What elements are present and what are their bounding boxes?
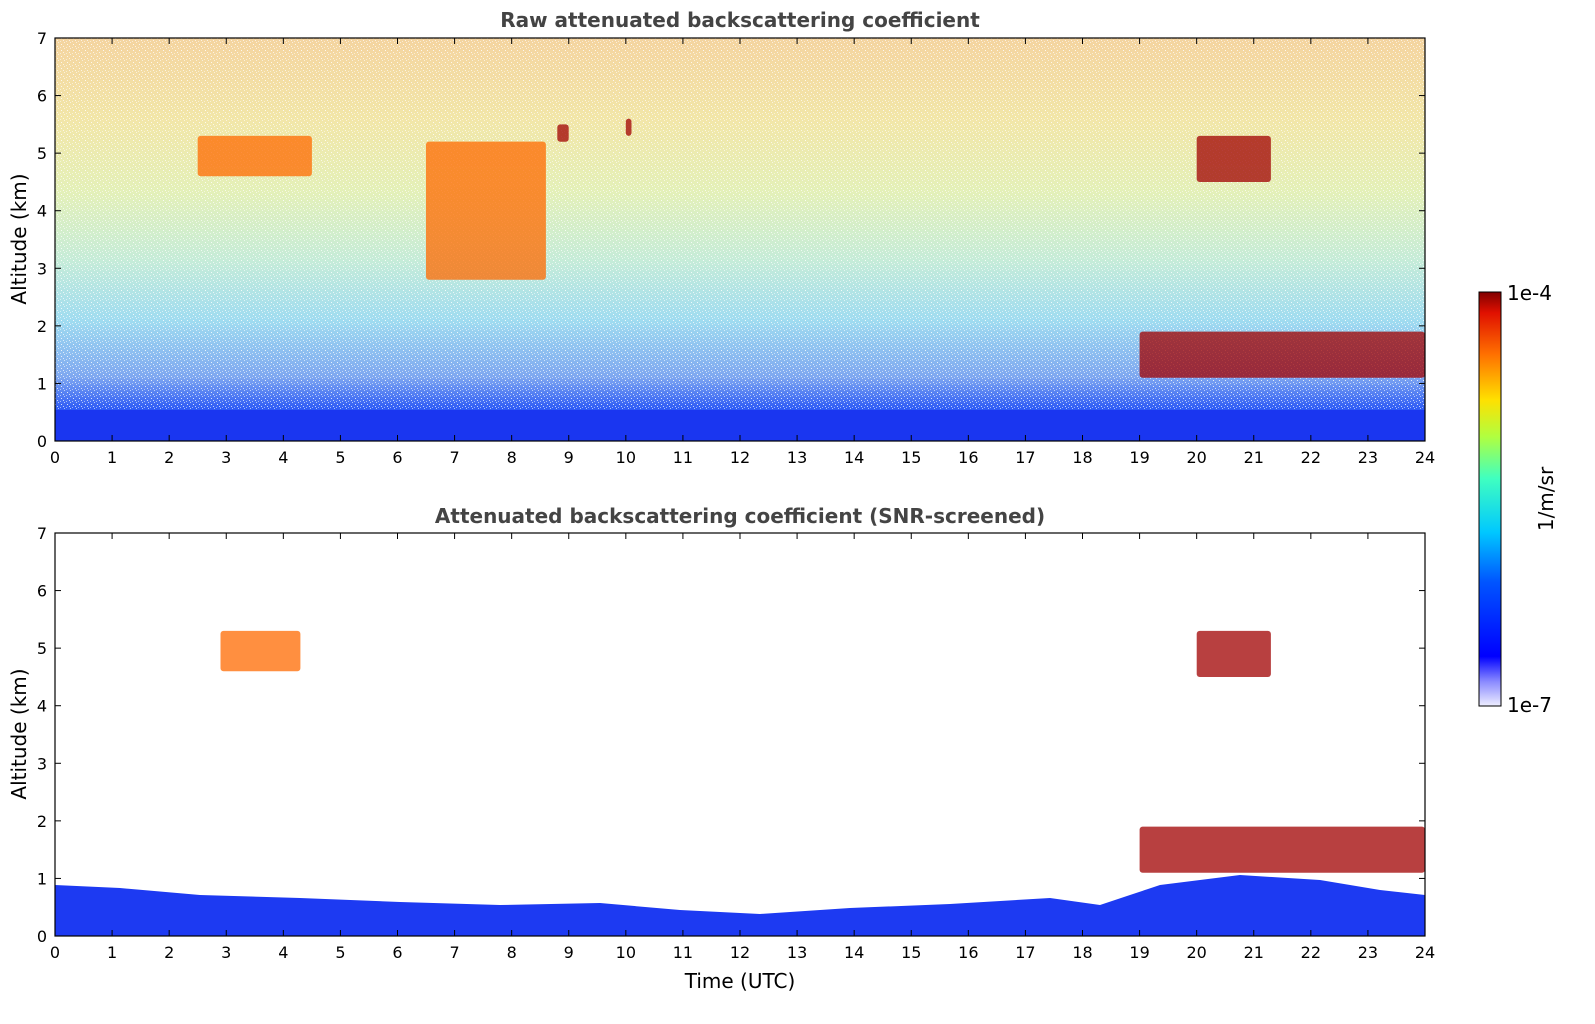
screened-y-axis-label: Altitude (km) bbox=[7, 668, 31, 799]
feature-small-cloud-3 bbox=[557, 124, 569, 142]
y-tick-label: 7 bbox=[37, 524, 47, 543]
x-tick-label: 18 bbox=[1072, 448, 1092, 467]
raw-panel-title: Raw attenuated backscattering coefficien… bbox=[500, 8, 980, 32]
x-tick-label: 6 bbox=[392, 943, 402, 962]
raw-y-axis-label: Altitude (km) bbox=[7, 173, 31, 304]
screened-background bbox=[55, 533, 1425, 936]
x-tick-label: 14 bbox=[844, 943, 864, 962]
x-tick-label: 20 bbox=[1186, 448, 1206, 467]
x-tick-label: 16 bbox=[958, 943, 978, 962]
feature-mid-level-cloud-2 bbox=[1196, 630, 1271, 677]
x-tick-label: 18 bbox=[1072, 943, 1092, 962]
x-tick-label: 13 bbox=[787, 448, 807, 467]
x-tick-label: 4 bbox=[278, 448, 288, 467]
screened-panel: Attenuated backscattering coefficient (S… bbox=[7, 504, 1435, 993]
feature-cirrus-cloud-1 bbox=[220, 630, 301, 672]
x-tick-label: 23 bbox=[1358, 943, 1378, 962]
x-tick-label: 13 bbox=[787, 943, 807, 962]
x-tick-label: 3 bbox=[221, 943, 231, 962]
colorbar-min-label: 1e-7 bbox=[1507, 693, 1552, 717]
x-tick-label: 16 bbox=[958, 448, 978, 467]
y-tick-label: 5 bbox=[37, 639, 47, 658]
x-tick-label: 5 bbox=[335, 943, 345, 962]
colorbar-gradient bbox=[1478, 291, 1502, 707]
x-tick-label: 24 bbox=[1415, 943, 1435, 962]
x-tick-label: 10 bbox=[616, 448, 636, 467]
x-tick-label: 19 bbox=[1129, 943, 1149, 962]
x-tick-label: 10 bbox=[616, 943, 636, 962]
feature-boundary-layer-top-cloud-6 bbox=[1139, 331, 1425, 378]
x-tick-label: 17 bbox=[1015, 448, 1035, 467]
x-tick-label: 0 bbox=[50, 943, 60, 962]
x-tick-label: 11 bbox=[673, 943, 693, 962]
x-tick-label: 1 bbox=[107, 448, 117, 467]
feature-mid-level-cloud-5 bbox=[1196, 135, 1271, 182]
y-tick-label: 2 bbox=[37, 812, 47, 831]
feature-cirrus-cloud-1 bbox=[197, 135, 312, 177]
x-tick-label: 19 bbox=[1129, 448, 1149, 467]
y-tick-label: 5 bbox=[37, 144, 47, 163]
x-tick-label: 8 bbox=[507, 448, 517, 467]
raw-panel: Raw attenuated backscattering coefficien… bbox=[7, 8, 1435, 467]
y-tick-label: 1 bbox=[37, 869, 47, 888]
colorbar-label: 1/m/sr bbox=[1534, 466, 1558, 531]
x-tick-label: 1 bbox=[107, 943, 117, 962]
colorbar: 1e-4 1e-7 1/m/sr bbox=[1478, 281, 1558, 717]
x-tick-label: 21 bbox=[1244, 943, 1264, 962]
screened-x-axis-label: Time (UTC) bbox=[684, 969, 796, 993]
x-tick-label: 4 bbox=[278, 943, 288, 962]
y-tick-label: 4 bbox=[37, 202, 47, 221]
raw-noise bbox=[55, 38, 1425, 441]
y-tick-label: 1 bbox=[37, 374, 47, 393]
screened-heatmap bbox=[55, 533, 1425, 936]
x-tick-label: 12 bbox=[730, 448, 750, 467]
x-tick-label: 14 bbox=[844, 448, 864, 467]
x-tick-label: 2 bbox=[164, 448, 174, 467]
y-tick-label: 0 bbox=[37, 432, 47, 451]
x-tick-label: 7 bbox=[449, 448, 459, 467]
y-tick-label: 6 bbox=[37, 582, 47, 601]
x-tick-label: 21 bbox=[1244, 448, 1264, 467]
x-tick-label: 2 bbox=[164, 943, 174, 962]
raw-heatmap bbox=[55, 38, 1425, 441]
x-tick-label: 24 bbox=[1415, 448, 1435, 467]
x-tick-label: 9 bbox=[564, 943, 574, 962]
y-tick-label: 2 bbox=[37, 317, 47, 336]
feature-small-cloud-4 bbox=[625, 118, 632, 136]
x-tick-label: 15 bbox=[901, 943, 921, 962]
feature-boundary-layer-top-cloud-3 bbox=[1139, 826, 1425, 873]
x-tick-label: 3 bbox=[221, 448, 231, 467]
screened-panel-title: Attenuated backscattering coefficient (S… bbox=[435, 504, 1045, 528]
x-tick-label: 5 bbox=[335, 448, 345, 467]
y-tick-label: 6 bbox=[37, 87, 47, 106]
colorbar-max-label: 1e-4 bbox=[1507, 281, 1552, 305]
x-tick-label: 6 bbox=[392, 448, 402, 467]
y-tick-label: 7 bbox=[37, 29, 47, 48]
x-tick-label: 15 bbox=[901, 448, 921, 467]
x-tick-label: 22 bbox=[1301, 448, 1321, 467]
x-tick-label: 20 bbox=[1186, 943, 1206, 962]
x-tick-label: 23 bbox=[1358, 448, 1378, 467]
screened-boundary-layer bbox=[55, 875, 1425, 936]
x-tick-label: 9 bbox=[564, 448, 574, 467]
y-tick-label: 3 bbox=[37, 259, 47, 278]
y-tick-label: 0 bbox=[37, 927, 47, 946]
x-tick-label: 8 bbox=[507, 943, 517, 962]
y-tick-label: 3 bbox=[37, 754, 47, 773]
x-tick-label: 11 bbox=[673, 448, 693, 467]
x-tick-label: 17 bbox=[1015, 943, 1035, 962]
feature-fall-streak-2 bbox=[426, 141, 546, 280]
y-tick-label: 4 bbox=[37, 697, 47, 716]
x-tick-label: 0 bbox=[50, 448, 60, 467]
x-tick-label: 12 bbox=[730, 943, 750, 962]
x-tick-label: 22 bbox=[1301, 943, 1321, 962]
x-tick-label: 7 bbox=[449, 943, 459, 962]
